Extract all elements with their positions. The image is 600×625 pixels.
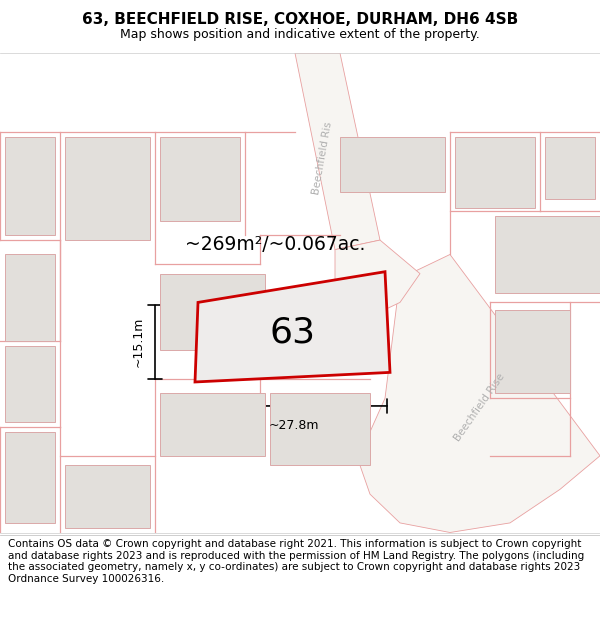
Polygon shape [5,254,55,341]
Polygon shape [5,346,55,423]
Polygon shape [335,240,420,312]
Polygon shape [340,138,445,192]
Polygon shape [5,138,55,235]
Text: Map shows position and indicative extent of the property.: Map shows position and indicative extent… [120,28,480,41]
Text: ~15.1m: ~15.1m [132,317,145,368]
Text: Contains OS data © Crown copyright and database right 2021. This information is : Contains OS data © Crown copyright and d… [8,539,584,584]
Polygon shape [195,272,390,382]
Text: 63, BEECHFIELD RISE, COXHOE, DURHAM, DH6 4SB: 63, BEECHFIELD RISE, COXHOE, DURHAM, DH6… [82,12,518,27]
Polygon shape [295,53,380,249]
Text: 63: 63 [269,315,315,349]
Polygon shape [65,466,150,528]
Polygon shape [495,310,570,394]
Polygon shape [545,138,595,199]
Polygon shape [160,274,265,351]
Text: Beechfield Ris: Beechfield Ris [311,121,334,196]
Polygon shape [360,254,600,532]
Polygon shape [455,138,535,209]
Polygon shape [65,138,150,240]
Text: Beechfield Rise: Beechfield Rise [453,372,507,444]
Text: ~27.8m: ~27.8m [269,419,319,432]
Polygon shape [160,394,265,456]
Polygon shape [270,394,370,466]
Polygon shape [5,432,55,523]
Polygon shape [495,216,600,292]
Text: ~269m²/~0.067ac.: ~269m²/~0.067ac. [185,236,365,254]
Polygon shape [160,138,240,221]
